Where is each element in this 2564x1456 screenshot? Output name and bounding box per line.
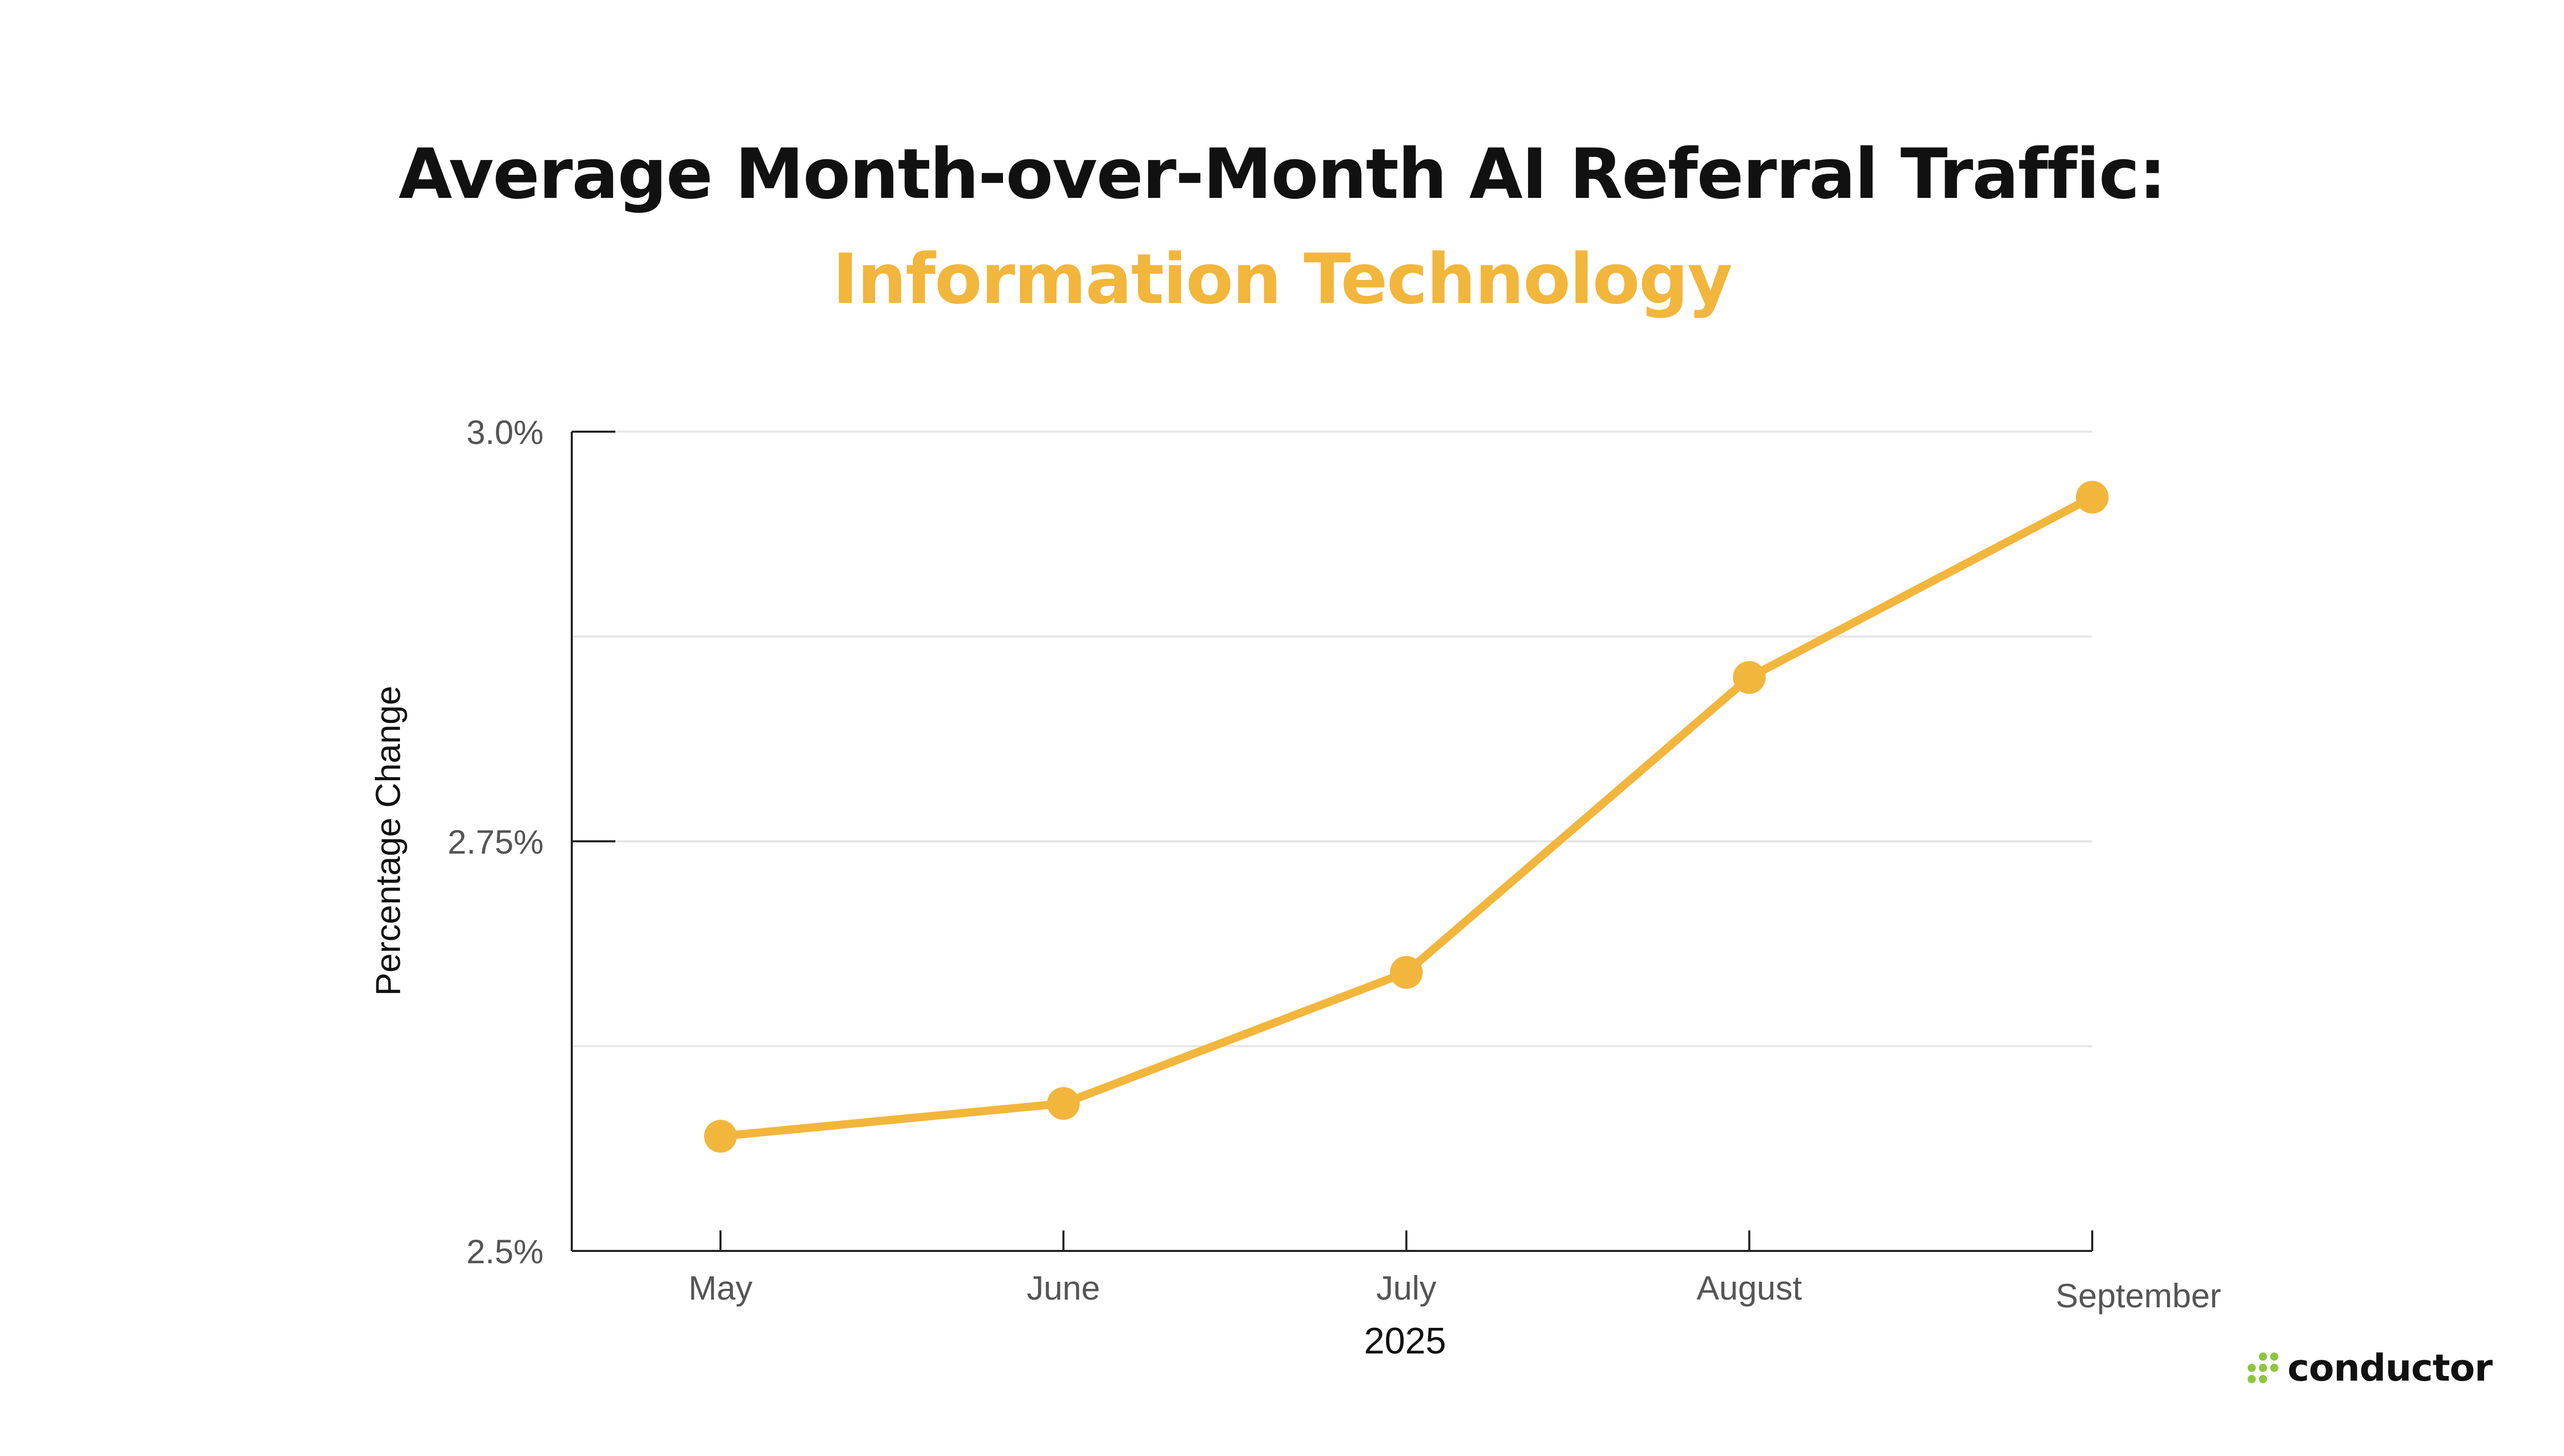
y-tick-label: 2.5% <box>467 1232 544 1270</box>
chart-subtitle: Information Technology <box>832 239 1732 319</box>
x-tick-label: June <box>1027 1269 1100 1307</box>
chart-title: Average Month-over-Month AI Referral Tra… <box>398 134 2166 214</box>
axes <box>571 431 2093 1252</box>
data-point <box>1390 956 1423 989</box>
chart-title-block: Average Month-over-Month AI Referral Tra… <box>0 128 2564 326</box>
x-tick-label: May <box>689 1269 753 1307</box>
brand-logo: conductor <box>2247 1346 2493 1389</box>
data-point <box>1047 1087 1080 1120</box>
series-line <box>716 493 2096 1141</box>
data-point <box>1733 661 1766 694</box>
tick-labels: 2.5% 2.75% 3.0% May June July August September <box>448 413 2221 1315</box>
y-tick-label: 3.0% <box>467 413 544 451</box>
x-tick-label: August <box>1697 1269 1802 1307</box>
data-point <box>2076 480 2109 514</box>
y-axis-label: Percentage Change <box>369 686 408 996</box>
grid-lines <box>572 431 2092 1047</box>
conductor-dots-logo-icon <box>2247 1352 2278 1383</box>
data-point <box>704 1120 737 1153</box>
y-tick-label: 2.75% <box>448 823 544 861</box>
x-tick-label: September <box>2056 1277 2221 1315</box>
brand-name: conductor <box>2287 1346 2493 1389</box>
x-tick-label: July <box>1376 1269 1436 1307</box>
x-axis-label: 2025 <box>1364 1321 1446 1362</box>
series-group <box>704 480 2109 1153</box>
